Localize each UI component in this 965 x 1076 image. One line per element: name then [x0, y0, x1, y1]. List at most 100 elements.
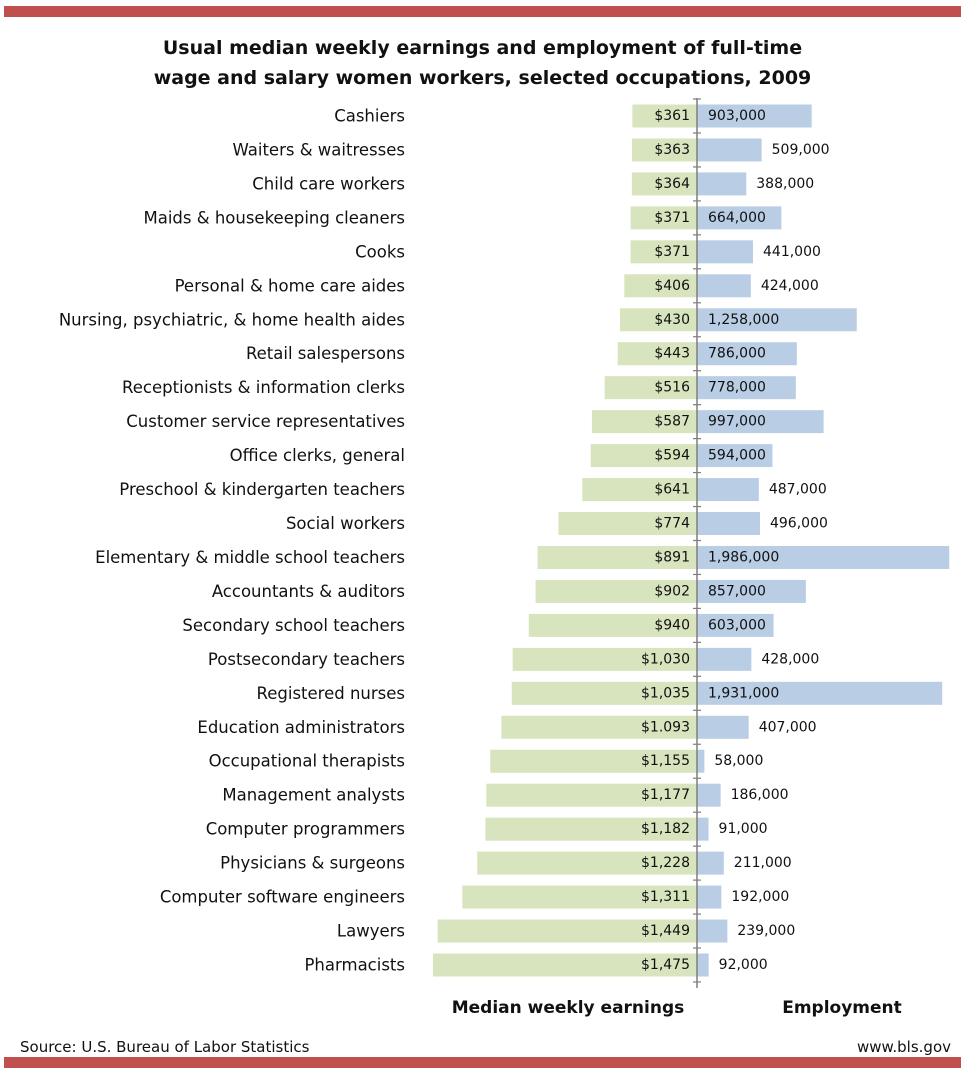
earnings-bar: [477, 851, 697, 875]
earnings-value-label: $641: [654, 482, 690, 498]
employment-bar: [697, 206, 782, 230]
employment-value-label: 1,931,000: [708, 685, 779, 701]
earnings-value-label: $443: [654, 346, 690, 362]
employment-bar: [697, 342, 797, 366]
category-label: Accountants & auditors: [212, 582, 405, 601]
earnings-bar: [512, 647, 697, 671]
category-label: Customer service representatives: [126, 412, 405, 431]
employment-value-label: 92,000: [719, 957, 768, 973]
employment-value-label: 857,000: [708, 583, 766, 599]
top-accent-rule: [4, 6, 961, 17]
category-label: Maids & housekeeping cleaners: [143, 208, 405, 227]
employment-value-label: 603,000: [708, 617, 766, 633]
employment-value-label: 509,000: [772, 142, 830, 158]
category-label: Waiters & waitresses: [233, 140, 406, 159]
employment-value-label: 388,000: [756, 176, 814, 192]
employment-value-label: 441,000: [763, 244, 821, 260]
employment-bar: [697, 681, 943, 705]
employment-value-label: 786,000: [708, 346, 766, 362]
earnings-value-label: $774: [654, 516, 690, 532]
employment-bar: [697, 783, 721, 807]
earnings-value-label: $363: [654, 142, 690, 158]
employment-bar: [697, 579, 806, 603]
earnings-bar: [582, 478, 697, 502]
employment-bar: [697, 545, 950, 569]
employment-bar: [697, 240, 754, 264]
employment-bar: [697, 885, 722, 909]
employment-value-label: 239,000: [737, 923, 795, 939]
employment-value-label: 211,000: [734, 855, 792, 871]
earnings-value-label: $1,035: [641, 685, 690, 701]
earnings-bar: [511, 681, 697, 705]
employment-value-label: 428,000: [761, 651, 819, 667]
earnings-value-label: $1,155: [641, 753, 690, 769]
earnings-value-label: $594: [654, 448, 690, 464]
earnings-bar: [591, 410, 697, 434]
employment-value-label: 496,000: [770, 516, 828, 532]
category-label: Personal & home care aides: [175, 276, 405, 295]
source-note: Source: U.S. Bureau of Labor Statistics: [20, 1038, 310, 1056]
category-label: Lawyers: [337, 922, 405, 941]
employment-value-label: 1,986,000: [708, 549, 779, 565]
earnings-value-label: $1,030: [641, 651, 690, 667]
category-label: Social workers: [286, 514, 405, 533]
category-label: Computer software engineers: [160, 888, 405, 907]
category-label: Elementary & middle school teachers: [95, 548, 405, 567]
earnings-bar: [632, 138, 697, 162]
category-label: Secondary school teachers: [182, 616, 405, 635]
category-label: Child care workers: [252, 174, 405, 193]
category-label: Pharmacists: [304, 956, 405, 975]
earnings-bar: [630, 240, 697, 264]
earnings-value-label: $1,182: [641, 821, 690, 837]
earnings-bar: [486, 783, 697, 807]
earnings-bar: [558, 512, 697, 536]
category-label: Nursing, psychiatric, & home health aide…: [59, 310, 405, 329]
earnings-value-label: $1.093: [641, 719, 690, 735]
category-label: Cooks: [355, 242, 405, 261]
employment-value-label: 1,258,000: [708, 312, 779, 328]
earnings-bar: [433, 953, 697, 977]
category-label: Postsecondary teachers: [208, 650, 405, 669]
category-label: Receptionists & information clerks: [122, 378, 405, 397]
employment-value-label: 407,000: [759, 719, 817, 735]
earnings-bar: [590, 444, 697, 468]
employment-bar: [697, 410, 824, 434]
earnings-value-label: $902: [654, 583, 690, 599]
earnings-bar: [490, 749, 697, 773]
earnings-bar: [485, 817, 697, 841]
employment-bar: [697, 274, 751, 298]
category-label: Occupational therapists: [209, 752, 405, 771]
employment-bar: [697, 715, 749, 739]
earnings-bar: [535, 579, 697, 603]
earnings-value-label: $361: [654, 108, 690, 124]
category-label: Registered nurses: [257, 684, 405, 703]
earnings-value-label: $940: [654, 617, 690, 633]
employment-value-label: 186,000: [731, 787, 789, 803]
earnings-value-label: $891: [654, 549, 690, 565]
employment-bar: [697, 308, 857, 332]
employment-bar: [697, 851, 724, 875]
category-label: Office clerks, general: [230, 446, 405, 465]
earnings-value-label: $516: [654, 380, 690, 396]
employment-bar: [697, 613, 774, 637]
website-url[interactable]: www.bls.gov: [856, 1038, 951, 1056]
employment-bar: [697, 444, 773, 468]
category-label: Management analysts: [222, 786, 405, 805]
employment-bar: [697, 376, 796, 400]
chart-title-line-2: wage and salary women workers, selected …: [153, 67, 812, 89]
earnings-axis-label: Median weekly earnings: [452, 998, 685, 1018]
earnings-bar: [630, 206, 697, 230]
employment-bar: [697, 749, 705, 773]
earnings-value-label: $1,475: [641, 957, 690, 973]
employment-value-label: 903,000: [708, 108, 766, 124]
earnings-bar: [617, 342, 697, 366]
employment-value-label: 58,000: [714, 753, 763, 769]
category-label: Computer programmers: [206, 820, 405, 839]
chart-title: Usual median weekly earnings and employm…: [0, 33, 965, 93]
earnings-value-label: $1,311: [641, 889, 690, 905]
employment-bar: [697, 104, 812, 128]
earnings-value-label: $406: [654, 278, 690, 294]
category-label: Retail salespersons: [246, 344, 405, 363]
earnings-bar: [462, 885, 697, 909]
